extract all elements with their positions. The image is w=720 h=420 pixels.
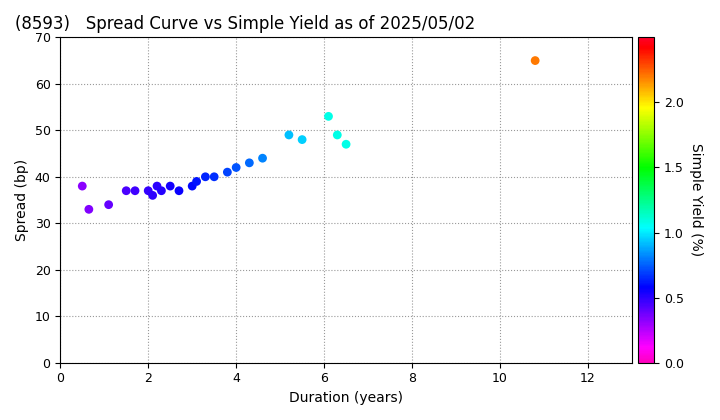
Point [243,160,255,166]
Point [208,173,220,180]
Y-axis label: Spread (bp): Spread (bp) [15,159,29,241]
Point [230,164,242,171]
Point [199,173,211,180]
Y-axis label: Simple Yield (%): Simple Yield (%) [689,144,703,257]
Point [323,113,334,120]
Point [186,183,198,189]
Point [283,131,294,138]
Point [120,187,132,194]
Point [147,192,158,199]
Point [257,155,269,162]
Point [130,187,141,194]
Point [76,183,88,189]
Point [529,57,541,64]
Point [156,187,167,194]
Point [341,141,352,147]
Point [83,206,94,213]
Point [174,187,185,194]
X-axis label: Duration (years): Duration (years) [289,391,403,405]
Point [103,201,114,208]
Text: (8593)   Spread Curve vs Simple Yield as of 2025/05/02: (8593) Spread Curve vs Simple Yield as o… [14,15,474,33]
Point [297,136,308,143]
Point [222,169,233,176]
Point [143,187,154,194]
Point [151,183,163,189]
Point [164,183,176,189]
Point [331,131,343,138]
Point [191,178,202,185]
